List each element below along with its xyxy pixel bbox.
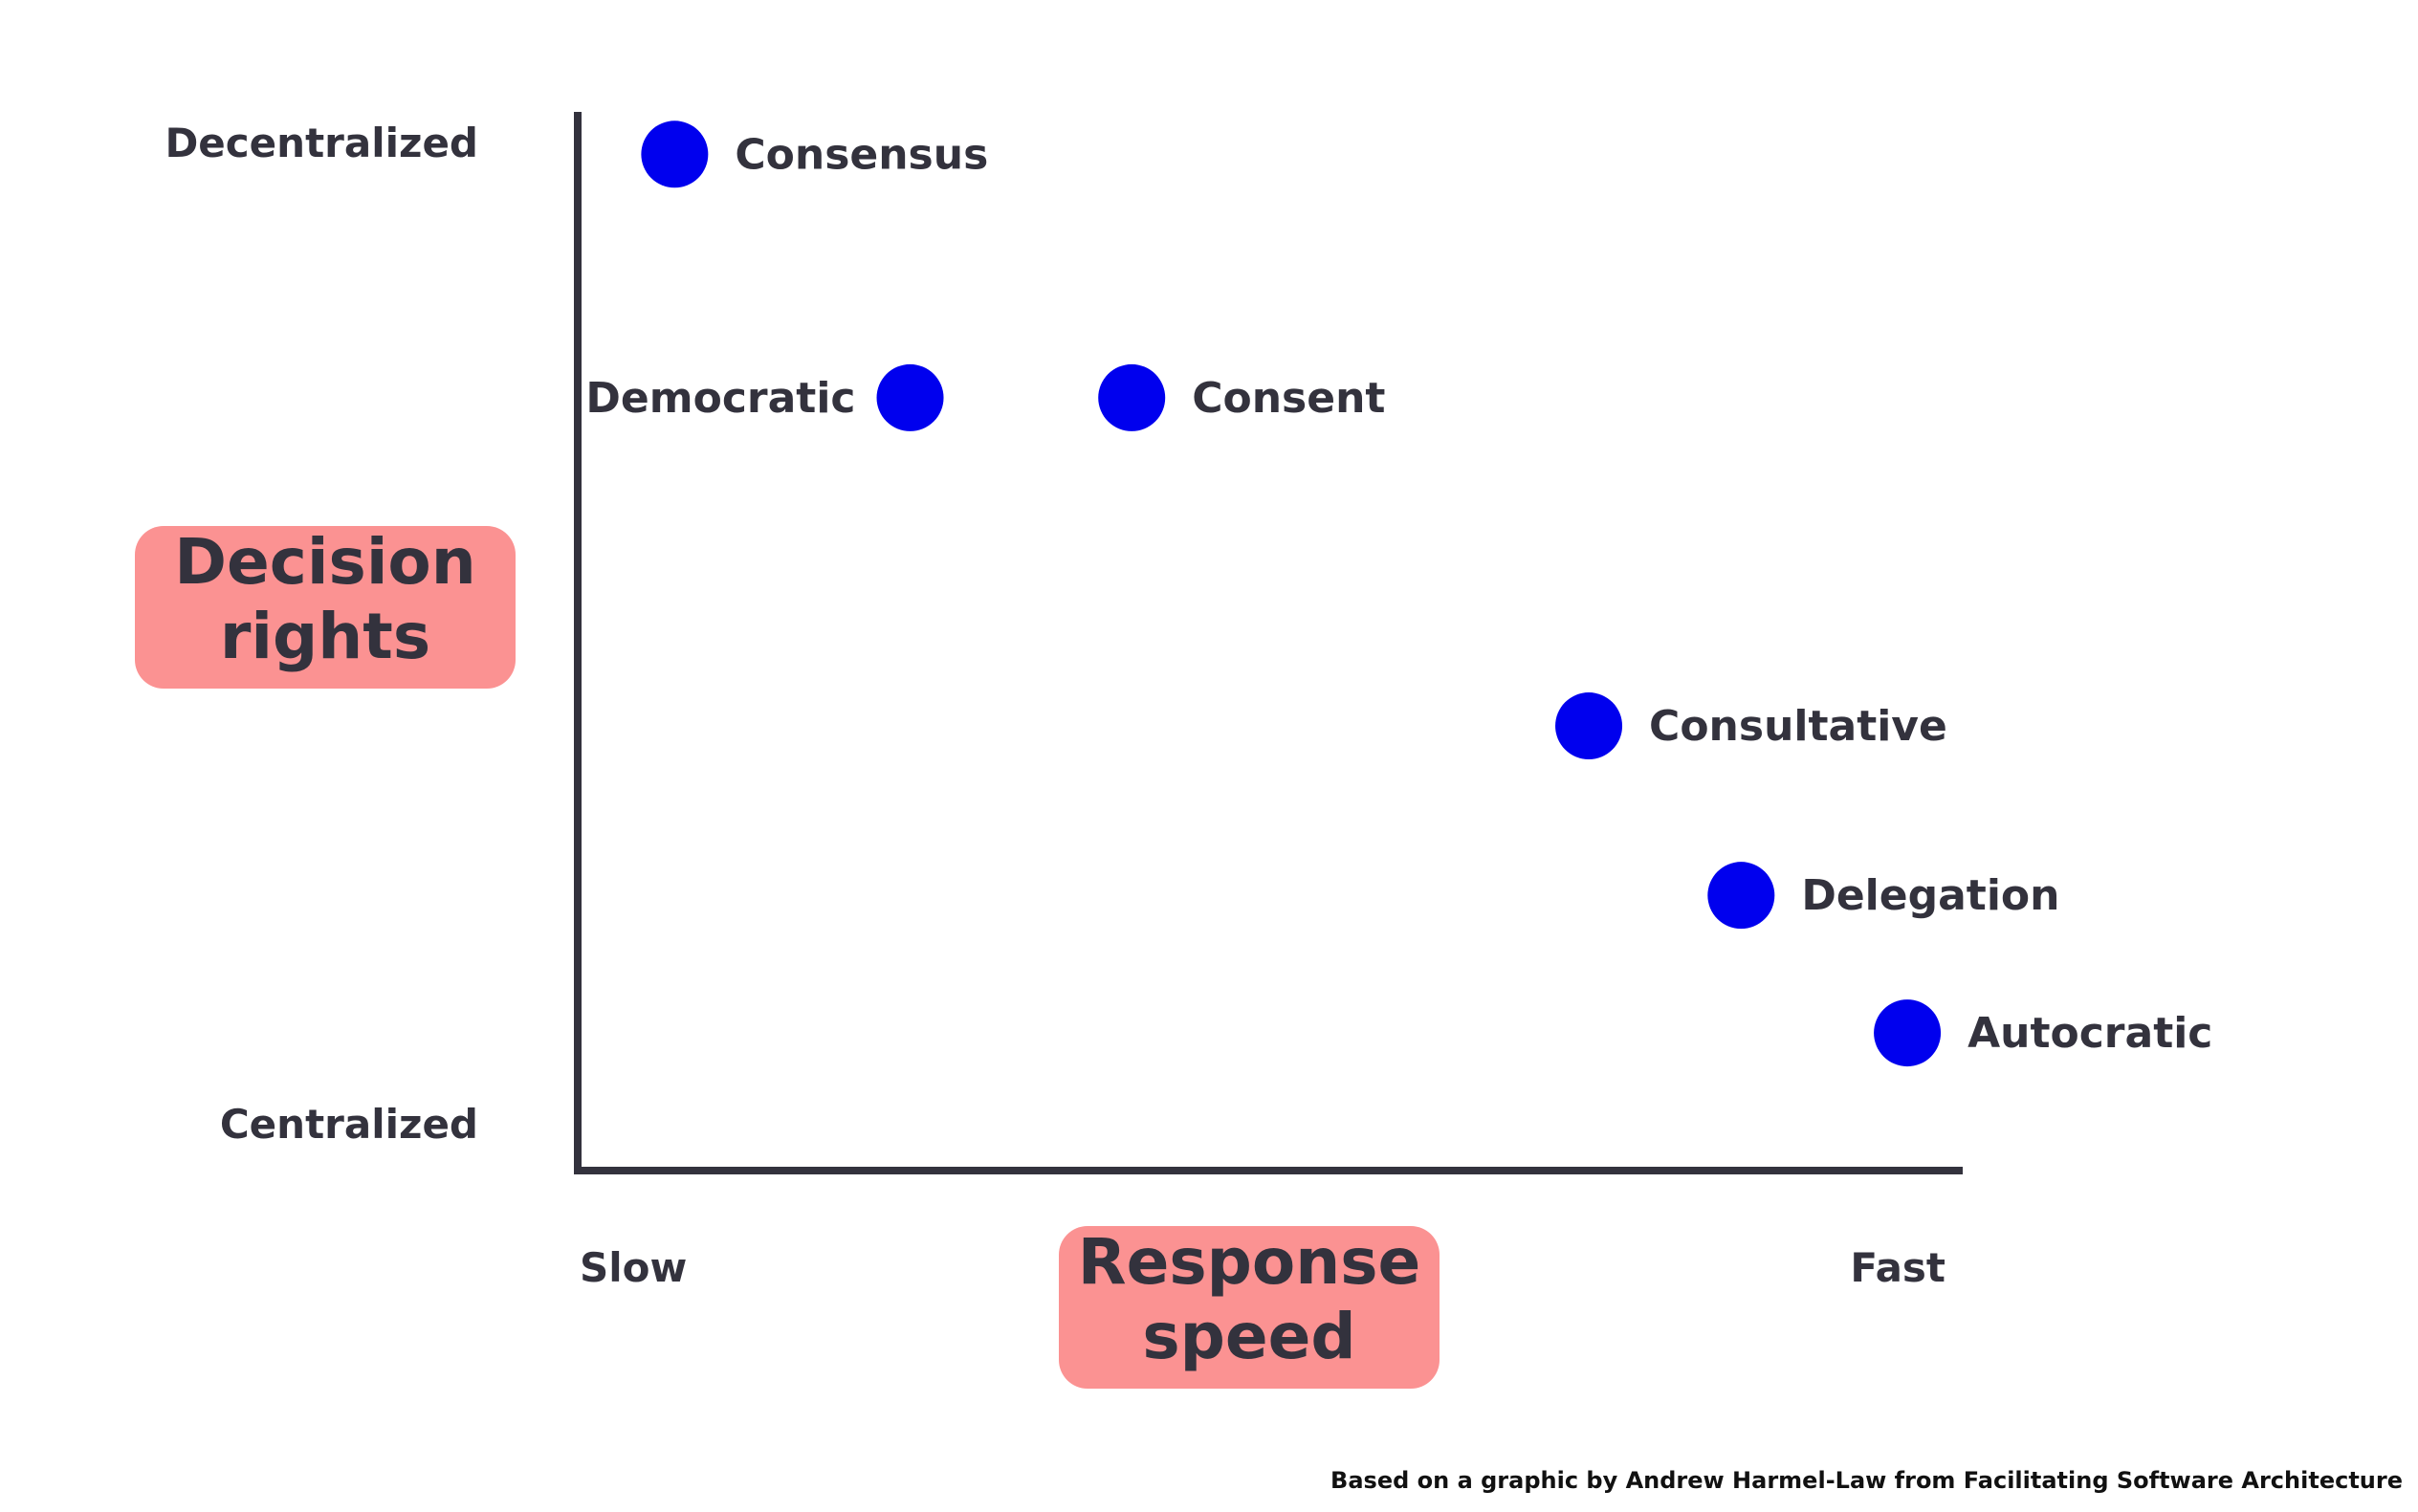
point-label-consultative: Consultative [1649,702,1947,751]
title-line: Response [1078,1225,1421,1299]
x-axis-title: Response speed [1059,1225,1440,1389]
point-autocratic [1874,999,1942,1067]
y-axis-min-label: Centralized [220,1101,478,1148]
point-label-delegation: Delegation [1801,871,2059,920]
data-points: Consensus Democratic Consent Consultative De… [585,121,2212,1067]
x-axis-title-text: Response speed [1078,1225,1421,1373]
point-label-consent: Consent [1192,374,1385,423]
title-line: speed [1142,1300,1355,1373]
y-axis-title-box [135,526,516,689]
y-axis-title-text: Decision rights [174,525,476,673]
point-consultative [1555,692,1623,760]
title-line: Decision [174,525,476,599]
point-label-consensus: Consensus [735,130,988,179]
point-label-autocratic: Autocratic [1967,1009,2212,1058]
point-delegation [1707,862,1775,930]
point-democratic [876,363,944,431]
source-footnote: Based on a graphic by Andrew Harmel-Law … [1330,1467,2403,1494]
title-line: rights [220,600,430,673]
y-axis-max-label: Decentralized [165,120,478,166]
point-consensus [641,121,709,188]
x-axis-max-label: Fast [1850,1244,1945,1291]
x-axis-min-label: Slow [580,1244,687,1291]
y-axis-title: Decision rights [135,525,516,689]
x-axis-title-box [1059,1226,1440,1389]
point-consent [1098,363,1166,431]
point-label-democratic: Democratic [585,374,855,423]
